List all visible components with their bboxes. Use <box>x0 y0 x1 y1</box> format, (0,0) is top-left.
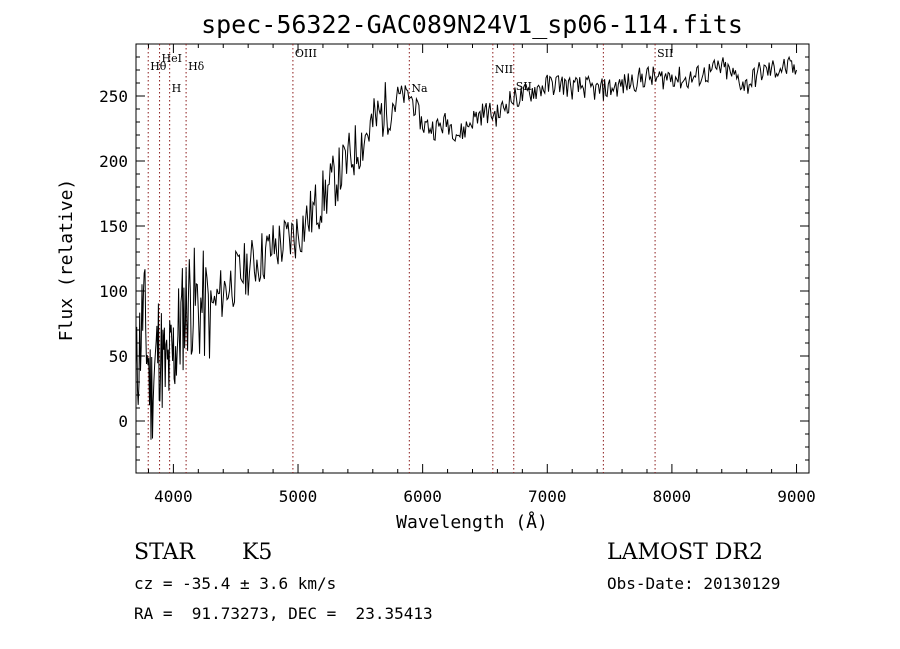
y-axis-label: Flux (relative) <box>56 179 77 342</box>
x-tick-label: 8000 <box>653 487 692 506</box>
object-class: STAR <box>134 540 195 565</box>
x-axis-ticks: 4000 5000 6000 7000 8000 9000 <box>147 44 816 506</box>
reference-line-label: H <box>172 82 182 95</box>
y-tick-label: 250 <box>99 87 128 106</box>
y-tick-label: 150 <box>99 217 128 236</box>
x-tick-label: 6000 <box>403 487 442 506</box>
reference-line-label: OIII <box>295 47 317 60</box>
plot-frame <box>135 43 810 474</box>
y-axis-ticks: 0 50 100 150 200 250 <box>99 43 809 461</box>
y-tick-label: 200 <box>99 152 128 171</box>
y-tick-label: 50 <box>109 347 128 366</box>
y-tick-label: 100 <box>99 282 128 301</box>
chart-title: spec-56322-GAC089N24V1_sp06-114.fits <box>201 10 743 39</box>
x-tick-label: 5000 <box>279 487 318 506</box>
x-axis-label: Wavelength (Å) <box>396 511 548 533</box>
reference-line-label: Na <box>411 82 428 95</box>
y-tick-label: 0 <box>118 412 128 431</box>
observation-date: Obs-Date: 20130129 <box>607 574 781 593</box>
reference-line-label: Hθ <box>150 60 167 73</box>
reference-line-label: Hδ <box>188 60 205 73</box>
reference-line-label: HeI <box>162 52 182 65</box>
reference-line-label: SII <box>657 47 673 60</box>
survey-name: LAMOST DR2 <box>607 540 763 565</box>
x-tick-label: 7000 <box>528 487 567 506</box>
x-tick-label: 9000 <box>777 487 816 506</box>
reference-lines <box>147 44 656 473</box>
spectrum-series <box>135 55 797 440</box>
x-tick-label: 4000 <box>154 487 193 506</box>
reference-line-label: NII <box>495 63 513 76</box>
object-subclass: K5 <box>242 540 273 565</box>
redshift-velocity: cz = -35.4 ± 3.6 km/s <box>134 574 337 593</box>
coordinates: RA = 91.73273, DEC = 23.35413 <box>134 604 433 623</box>
